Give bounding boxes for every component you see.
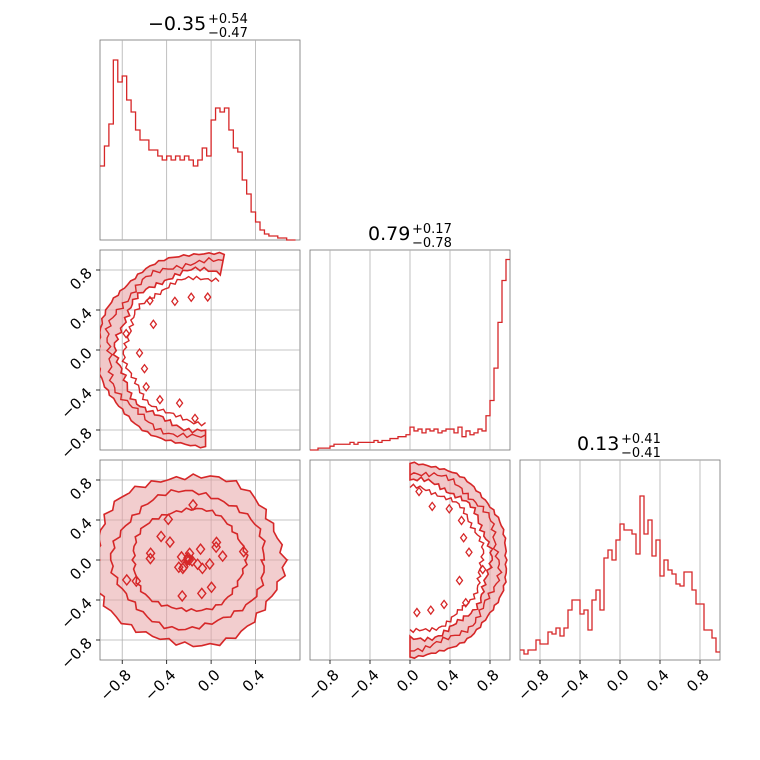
x-tick-label: 0.4 (433, 666, 463, 696)
contour-blob (156, 530, 166, 543)
contour-blob (187, 292, 196, 303)
y-tick-label: 0.0 (66, 344, 96, 374)
contour-blob (171, 296, 179, 307)
y-tick-label: −0.8 (57, 424, 95, 462)
contour-blob (165, 535, 175, 549)
x-tick-label: −0.8 (96, 666, 134, 704)
x-tick-label: 0.0 (194, 666, 224, 696)
y-tick-label: 0.4 (66, 514, 96, 544)
contour-blob (426, 605, 435, 616)
contour-blob (135, 347, 144, 359)
histogram-step-p22 (520, 495, 720, 655)
contour-blob (142, 381, 150, 392)
contour-blob (197, 562, 208, 575)
contour-blob (182, 553, 193, 566)
panel-frame-top-left (99, 39, 301, 241)
contour-blob (188, 498, 198, 512)
contour-blob (145, 547, 156, 560)
x-tick-label: 0.0 (603, 666, 633, 696)
contour-blob (413, 607, 421, 618)
contour-blob (146, 295, 154, 306)
contour-blob (478, 564, 487, 575)
contour-line (121, 275, 220, 427)
title-param-3-down: −0.41 (621, 446, 661, 461)
contour-line (104, 256, 224, 439)
contour-blob (149, 319, 158, 330)
x-tick-label: −0.8 (304, 666, 342, 704)
contour-blob (445, 503, 454, 514)
contour-band (100, 251, 226, 449)
title-param-1-main: −0.35 (148, 13, 206, 35)
x-tick-label: 0.8 (683, 666, 713, 696)
title-param-2-down: −0.78 (412, 236, 452, 251)
contour-blob (183, 551, 194, 564)
histogram-step-p00 (100, 59, 296, 241)
title-param-1-up: +0.54 (208, 12, 248, 27)
y-tick-label: 0.8 (66, 264, 96, 294)
contour-group-p20 (100, 473, 289, 648)
contour-blob (177, 562, 188, 575)
title-param-2-main: 0.79 (368, 223, 410, 245)
title-param-3: 0.13 +0.41 −0.41 (577, 432, 661, 461)
contour-blob (211, 541, 222, 554)
contour-blob (457, 515, 466, 526)
x-tick-label: 0.0 (393, 666, 423, 696)
x-tick-label: −0.4 (141, 666, 179, 704)
y-tick-label: 0.4 (66, 304, 96, 334)
title-param-1-down: −0.47 (208, 26, 248, 41)
contour-blob (177, 589, 188, 603)
contour-blob (140, 363, 149, 374)
contour-blob (415, 486, 423, 497)
contour-group-p21 (409, 461, 508, 660)
contour-blob (461, 597, 470, 608)
title-param-1: −0.35 +0.54 −0.47 (148, 12, 248, 41)
x-tick-label: 0.4 (239, 666, 269, 696)
contour-blob (204, 557, 215, 571)
contour-blob (195, 543, 206, 556)
contour-blob (175, 398, 184, 409)
contour-blob (217, 550, 228, 563)
contour-group-p10 (100, 251, 226, 449)
contour-blob (455, 575, 464, 586)
contour-line (131, 507, 249, 613)
contour-blob (459, 532, 468, 543)
contour-blob (211, 536, 222, 549)
y-tick-label: −0.8 (57, 634, 95, 672)
y-tick-label: 0.8 (66, 474, 96, 504)
contour-line (409, 483, 485, 634)
contour-blob (238, 545, 249, 558)
contour-blob (428, 501, 437, 512)
y-tick-label: −0.4 (57, 384, 95, 422)
contour-blob (465, 547, 473, 558)
contour-blob (156, 394, 164, 405)
contour-blob (184, 547, 195, 560)
x-tick-label: 0.4 (643, 666, 673, 696)
contour-blob (440, 599, 448, 610)
x-tick-label: −0.8 (514, 666, 552, 704)
contour-line (109, 488, 266, 631)
title-param-3-main: 0.13 (577, 433, 619, 455)
x-tick-label: 0.8 (473, 666, 503, 696)
y-tick-label: 0.0 (66, 554, 96, 584)
contour-blob (203, 291, 212, 303)
title-param-3-up: +0.41 (621, 432, 661, 447)
y-tick-label: −0.4 (57, 594, 95, 632)
title-param-2: 0.79 +0.17 −0.78 (368, 222, 452, 251)
contour-blob (163, 513, 174, 526)
contour-blob (196, 587, 207, 600)
x-tick-label: −0.4 (554, 666, 592, 704)
contour-blob (191, 413, 199, 424)
contour-blob (122, 328, 130, 339)
contour-blob (131, 575, 142, 588)
title-param-2-up: +0.17 (412, 222, 452, 237)
histogram-step-p11 (310, 258, 510, 451)
contour-blob (173, 561, 184, 574)
contour-blob (206, 581, 217, 594)
contour-blob (121, 573, 132, 587)
x-tick-label: −0.4 (344, 666, 382, 704)
contour-line (409, 471, 503, 653)
